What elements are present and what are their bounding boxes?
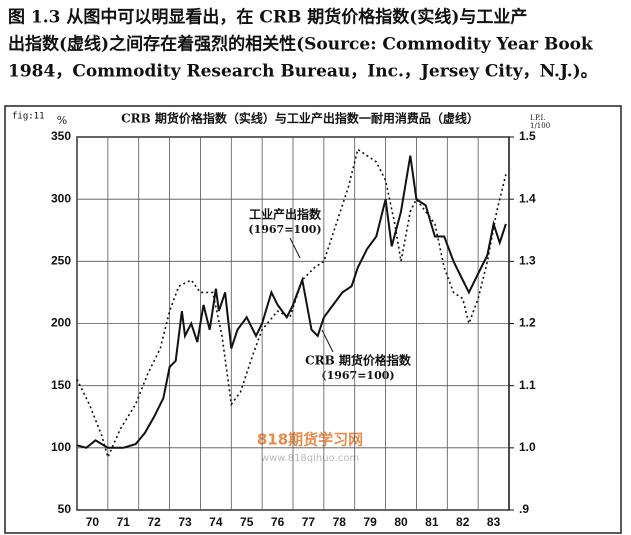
figure-id: fig:11	[12, 112, 45, 122]
annotation: 工业产出指数	[249, 207, 322, 222]
annotation: (1967=100)	[321, 369, 394, 382]
x-tick-label: 76	[271, 515, 285, 529]
y-tick-label: 100	[51, 440, 71, 454]
y-tick-label: 200	[51, 316, 71, 330]
y-tick-label: 150	[51, 378, 71, 392]
series-line	[76, 148, 507, 460]
y2-tick-label: 1.4	[519, 191, 536, 205]
x-tick-label: 73	[178, 515, 192, 529]
x-tick-label: 75	[240, 515, 254, 529]
annotation: (1967=100)	[248, 223, 321, 236]
y-axis-label: %	[57, 114, 67, 127]
y2-axis-label: 1/100	[530, 122, 550, 130]
series-line	[76, 155, 507, 449]
y2-axis-label: I.P.I.	[530, 114, 546, 122]
x-tick-label: 72	[147, 515, 161, 529]
x-tick-label: 81	[425, 515, 439, 529]
y2-tick-label: 1.0	[519, 440, 536, 454]
chart-title: CRB 期货价格指数（实线）与工业产出指数一耐用消费品（虚线）	[121, 111, 479, 126]
y2-tick-label: 1.1	[519, 378, 536, 392]
x-tick-label: 70	[86, 515, 100, 529]
y2-tick-label: 1.3	[519, 254, 536, 268]
chart-frame	[4, 105, 622, 534]
y2-tick-label: 1.5	[519, 129, 536, 143]
y-tick-label: 300	[51, 191, 71, 205]
watermark: www.818qihuo.com	[261, 453, 359, 464]
caption-line: 1984，Commodity Research Bureau，Inc.，Jers…	[8, 62, 598, 82]
x-tick-label: 78	[333, 515, 347, 529]
y-tick-label: 250	[51, 254, 71, 268]
caption-line: 图 1.3 从图中可以明显看出，在 CRB 期货价格指数(实线)与工业产	[8, 7, 527, 28]
annotation: CRB 期货价格指数	[305, 353, 412, 368]
x-tick-label: 74	[209, 515, 223, 529]
x-tick-label: 77	[302, 515, 316, 529]
x-tick-label: 71	[117, 515, 131, 529]
y-tick-label: 50	[58, 502, 72, 516]
annotation-arrow	[289, 237, 301, 259]
y-tick-label: 350	[51, 129, 71, 143]
y2-tick-label: .9	[519, 502, 529, 516]
y2-tick-label: 1.2	[519, 316, 536, 330]
x-tick-label: 82	[456, 515, 470, 529]
x-tick-label: 80	[394, 515, 408, 529]
x-tick-label: 79	[363, 515, 377, 529]
x-tick-label: 83	[487, 515, 501, 529]
watermark: 818期货学习网	[257, 431, 363, 449]
caption-line: 出指数(虚线)之间存在着强烈的相关性(Source: Commodity Yea…	[8, 34, 594, 55]
